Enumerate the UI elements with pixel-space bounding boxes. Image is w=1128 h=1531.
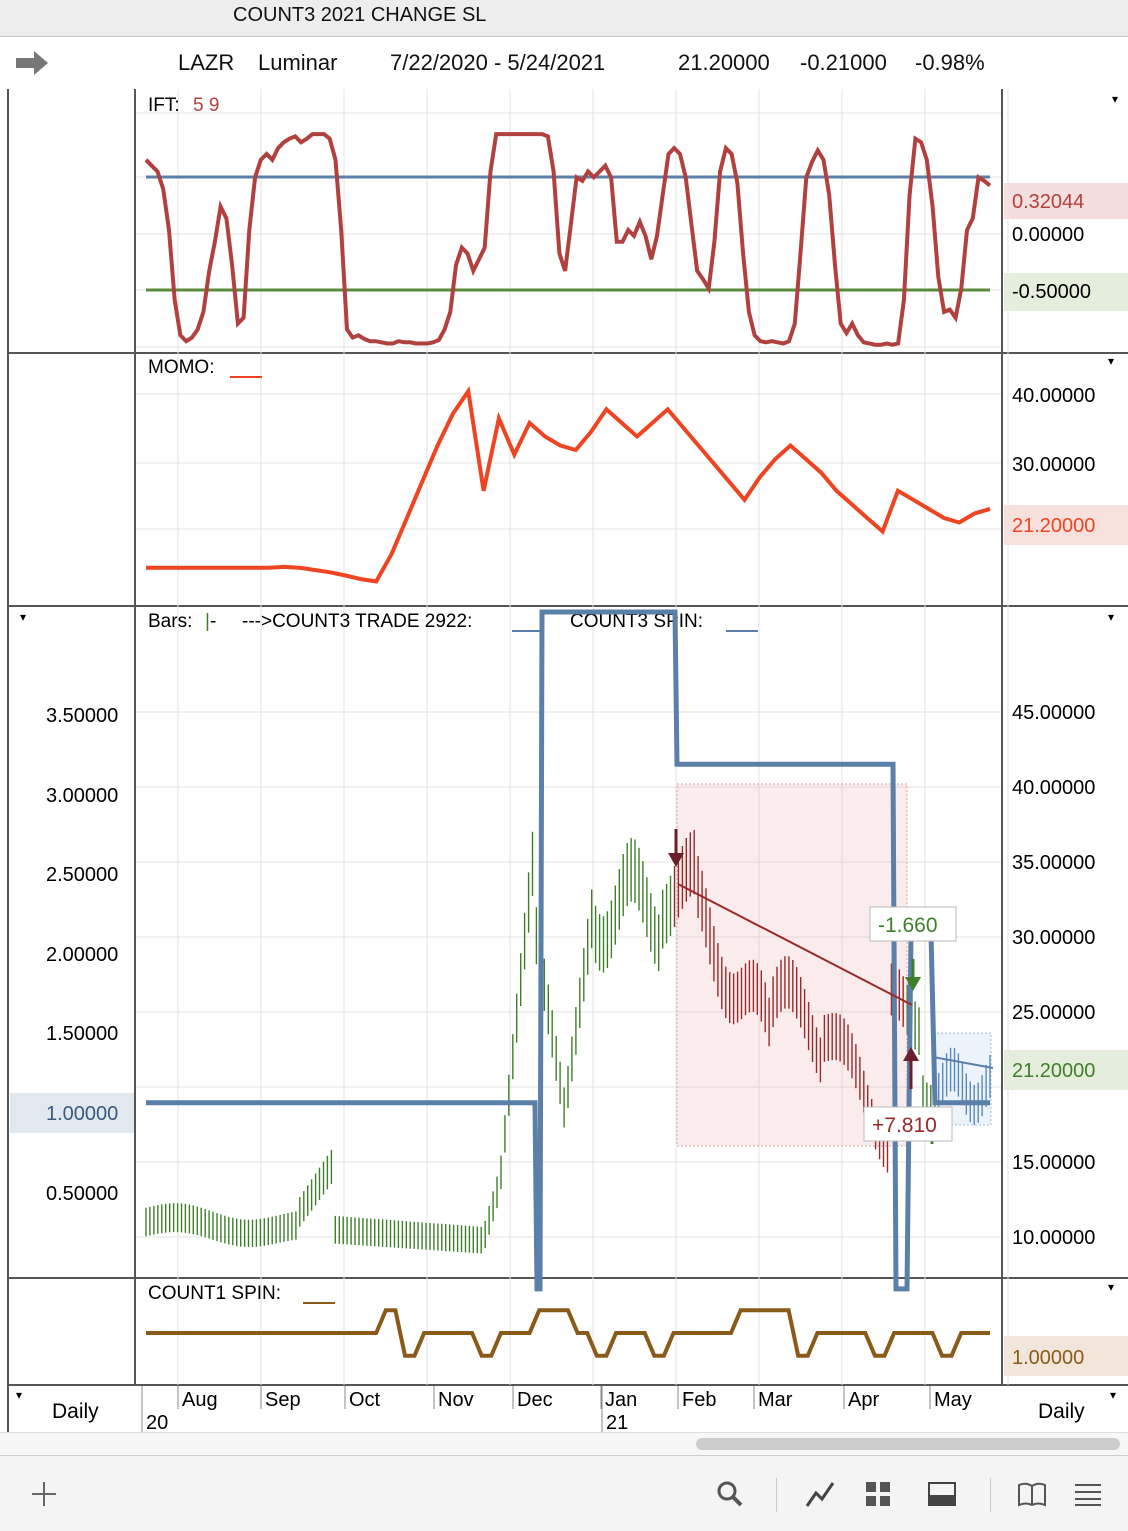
x-axis-month-label: Dec [517, 1389, 553, 1411]
right-axis-tick: 10.00000 [1012, 1227, 1095, 1249]
left-axis-tick: 2.00000 [46, 944, 118, 966]
ift-params: 5 9 [193, 95, 219, 116]
trade-range-box [676, 783, 908, 1147]
x-axis-month-label: Aug [182, 1389, 218, 1411]
symbol-ticker: LAZR [178, 50, 235, 75]
search-icon[interactable] [710, 1474, 750, 1514]
trade-loss-text: -1.660 [878, 914, 938, 937]
trade-gain-badge [863, 1106, 953, 1142]
percent-change: -0.98% [915, 50, 985, 75]
bars-legend-mark: | [205, 611, 210, 632]
left-period-label[interactable]: Daily [52, 1400, 99, 1423]
left-axis-tick: 3.50000 [46, 705, 118, 727]
left-axis-tick: 2.50000 [46, 864, 118, 886]
left-axis-tick: 1.50000 [46, 1023, 118, 1045]
price-value-tag [1004, 1050, 1128, 1090]
window-titlebar: COUNT3 2021 CHANGE SL [0, 0, 1128, 37]
draw-line-icon[interactable] [800, 1474, 840, 1514]
right-axis-tick: 25.00000 [1012, 1002, 1095, 1024]
ift-label: IFT: [148, 95, 180, 116]
bottom-toolbar [0, 1455, 1128, 1531]
ift-tick-neg: -0.50000 [1012, 281, 1091, 303]
right-axis-tick: 45.00000 [1012, 702, 1095, 724]
spin-label: COUNT3 SPIN: [570, 611, 703, 632]
forward-arrow-icon[interactable] [14, 49, 50, 77]
ift-value-tag [1004, 183, 1128, 219]
count1-label: COUNT1 SPIN: [148, 1283, 281, 1304]
x-axis-month-label: Apr [848, 1389, 879, 1411]
x-axis-month-label: Nov [438, 1389, 474, 1411]
x-axis-year-label: 20 [146, 1412, 168, 1432]
sell-arrow-icon [668, 829, 684, 867]
right-period-chevron-icon[interactable]: ▾ [1110, 1388, 1116, 1402]
right-axis-tick: 40.00000 [1012, 777, 1095, 799]
ift-lower-tag [1004, 273, 1128, 311]
right-axis-tick: 30.00000 [1012, 927, 1095, 949]
momo-value-tag [1004, 505, 1128, 545]
trade-loss-badge [869, 906, 957, 942]
buy-arrow-icon [903, 1047, 919, 1089]
right-axis-tick: 35.00000 [1012, 852, 1095, 874]
left-axis-tick: 3.00000 [46, 785, 118, 807]
left-value-tag [10, 1093, 134, 1133]
window-title: COUNT3 2021 CHANGE SL [233, 4, 487, 26]
symbol-name: Luminar [258, 50, 338, 75]
momo-tick-40: 40.00000 [1012, 385, 1095, 407]
count1-spin-line [146, 1308, 990, 1358]
x-axis-month-label: Sep [265, 1389, 301, 1411]
book-icon[interactable] [1012, 1474, 1052, 1514]
trade-gain-text: +7.810 [872, 1114, 937, 1137]
symbol-header: LAZR Luminar 7/22/2020 - 5/24/2021 21.20… [0, 37, 1128, 91]
x-axis-month-label: Mar [758, 1389, 793, 1411]
add-icon[interactable] [24, 1474, 64, 1514]
momo-label: MOMO: [148, 357, 215, 378]
right-period-label[interactable]: Daily [1038, 1400, 1085, 1423]
grid-layout-icon[interactable] [858, 1474, 898, 1514]
price-change: -0.21000 [800, 50, 887, 75]
date-range: 7/22/2020 - 5/24/2021 [390, 50, 606, 75]
bars-legend-dash: - [210, 611, 216, 632]
last-price: 21.20000 [678, 50, 770, 75]
x-axis-month-label: Feb [682, 1389, 716, 1411]
open-trade-line [932, 1056, 994, 1069]
x-axis-month-label: May [934, 1389, 972, 1411]
sell-arrow-green-icon [905, 959, 921, 991]
count1-value-text: 1.00000 [1012, 1347, 1084, 1369]
price-right-menu-icon[interactable]: ▾ [1108, 610, 1114, 624]
price-value-text: 21.20000 [1012, 1060, 1095, 1082]
trade-label: --->COUNT3 TRADE 2922: [242, 611, 472, 632]
x-axis-year-label: 21 [606, 1412, 628, 1432]
count1-value-tag [1004, 1336, 1128, 1376]
trade-path-line [677, 883, 913, 1006]
momo-menu-chevron-icon[interactable]: ▾ [1108, 354, 1114, 368]
chart-canvas[interactable]: IFT: 5 9 0.32044 0.00000 -0.50000 ▾ MOMO… [0, 89, 1128, 1432]
momo-value-text: 21.20000 [1012, 515, 1095, 537]
menu-list-icon[interactable] [1068, 1474, 1108, 1514]
x-axis-month-label: Jan [605, 1389, 637, 1411]
right-axis-tick: 15.00000 [1012, 1152, 1095, 1174]
momo-series-line [146, 385, 991, 584]
price-left-menu-icon[interactable]: ▾ [20, 610, 26, 624]
x-axis-month-label: Oct [349, 1389, 381, 1411]
panel-layout-icon[interactable] [922, 1474, 962, 1514]
momo-tick-30: 30.00000 [1012, 454, 1095, 476]
left-value-text: 1.00000 [46, 1103, 118, 1125]
count1-menu-chevron-icon[interactable]: ▾ [1108, 1280, 1114, 1294]
ift-tick-0: 0.00000 [1012, 224, 1084, 246]
left-axis-tick: 0.50000 [46, 1183, 118, 1205]
bars-label: Bars: [148, 611, 192, 632]
horizontal-scrollbar-thumb[interactable] [696, 1438, 1120, 1450]
ift-value-text: 0.32044 [1012, 191, 1084, 213]
left-period-chevron-icon[interactable]: ▾ [16, 1388, 22, 1402]
ift-menu-chevron-icon[interactable]: ▾ [1112, 92, 1118, 106]
ift-series-line [144, 132, 992, 347]
